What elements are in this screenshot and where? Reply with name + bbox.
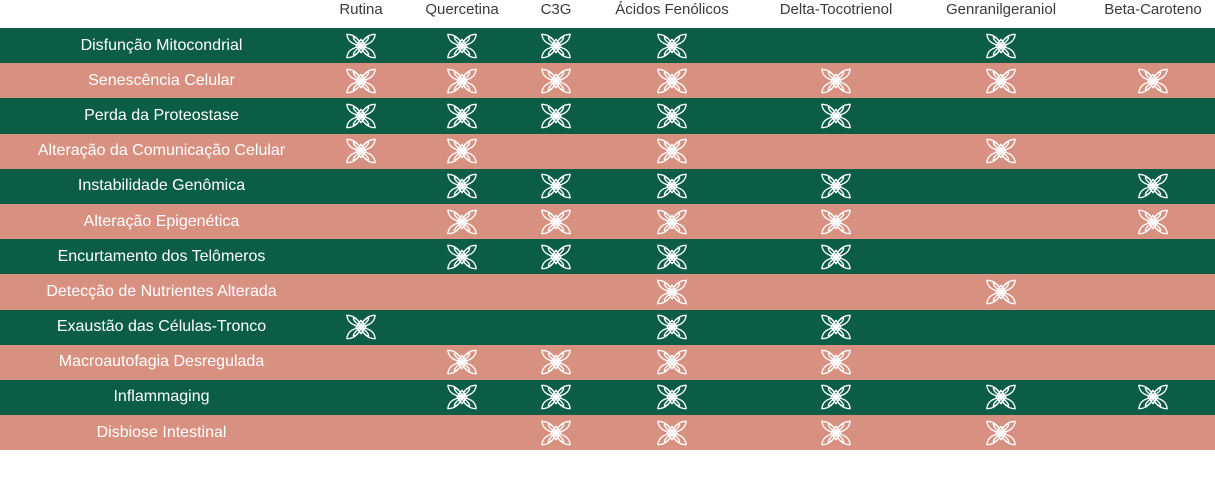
table-row: Inflammaging [0, 379, 1215, 416]
column-header-row: Rutina Quercetina C3G Ácidos Fenólicos Delta… [0, 0, 1215, 28]
flower-icon [341, 310, 381, 345]
flower-icon [1133, 204, 1173, 239]
row-label: Alteração Epigenética [83, 212, 240, 230]
flower-icon [652, 204, 692, 239]
flower-icon [442, 380, 482, 415]
flower-icon [536, 204, 576, 239]
flower-icon [981, 415, 1021, 450]
row-label: Instabilidade Genômica [77, 177, 246, 195]
rows-container: Disfunção Mitocondrial Senescência Celula… [0, 28, 1215, 451]
row-label: Macroautofagia Desregulada [58, 353, 265, 371]
table-row: Perda da Proteostase [0, 98, 1215, 134]
flower-icon [652, 63, 692, 98]
table-row: Encurtamento dos Telômeros [0, 239, 1215, 275]
table-row: Exaustão das Células-Tronco [0, 309, 1215, 345]
flower-icon [652, 345, 692, 380]
flower-icon [442, 345, 482, 380]
flower-icon [816, 169, 856, 204]
row-label: Encurtamento dos Telômeros [57, 247, 266, 265]
flower-icon [981, 63, 1021, 98]
row-label: Alteração da Comunicação Celular [37, 142, 286, 160]
row-label: Disbiose Intestinal [96, 423, 227, 441]
table-row: Alteração Epigenética [0, 203, 1215, 240]
row-label: Perda da Proteostase [84, 106, 239, 124]
column-header: C3G [540, 1, 572, 18]
flower-icon [536, 345, 576, 380]
flower-icon [536, 239, 576, 274]
row-label: Senescência Celular [88, 71, 235, 89]
flower-icon [981, 274, 1021, 309]
table-row: Detecção de Nutrientes Alterada [0, 274, 1215, 310]
flower-icon [816, 63, 856, 98]
flower-icon [816, 380, 856, 415]
flower-icon [536, 169, 576, 204]
flower-icon [981, 380, 1021, 415]
flower-icon [442, 63, 482, 98]
column-header: Genranilgeraniol [945, 1, 1057, 18]
column-header: Rutina [339, 1, 383, 18]
table-row: Macroautofagia Desregulada [0, 344, 1215, 380]
flower-icon [442, 28, 482, 63]
flower-icon [652, 415, 692, 450]
flower-icon [536, 28, 576, 63]
flower-icon [816, 239, 856, 274]
flower-icon [652, 274, 692, 309]
flower-icon [442, 204, 482, 239]
row-label: Detecção de Nutrientes Alterada [46, 282, 277, 300]
column-header: Ácidos Fenólicos [615, 1, 729, 18]
table-row: Senescência Celular [0, 63, 1215, 99]
flower-icon [816, 345, 856, 380]
row-label: Exaustão das Células-Tronco [56, 318, 267, 336]
flower-icon [816, 310, 856, 345]
flower-icon [652, 380, 692, 415]
flower-icon [536, 380, 576, 415]
flower-icon [341, 98, 381, 133]
table-row: Alteração da Comunicação Celular [0, 133, 1215, 169]
flower-icon [341, 63, 381, 98]
column-header: Delta-Tocotrienol [779, 1, 893, 18]
flower-icon [652, 169, 692, 204]
flower-icon [981, 28, 1021, 63]
flower-icon [341, 134, 381, 169]
flower-icon [652, 239, 692, 274]
flower-icon [652, 98, 692, 133]
flower-icon [816, 415, 856, 450]
column-header: Beta-Caroteno [1104, 1, 1202, 18]
row-label: Disfunção Mitocondrial [80, 36, 243, 54]
table-row: Disfunção Mitocondrial [0, 28, 1215, 64]
flower-icon [652, 310, 692, 345]
table-row: Disbiose Intestinal [0, 415, 1215, 451]
column-header: Quercetina [425, 1, 499, 18]
flower-icon [442, 239, 482, 274]
flower-icon [1133, 63, 1173, 98]
flower-icon [536, 63, 576, 98]
flower-icon [442, 134, 482, 169]
flower-icon [536, 415, 576, 450]
flower-icon [1133, 380, 1173, 415]
flower-icon [341, 28, 381, 63]
flower-icon [652, 28, 692, 63]
flower-icon [816, 98, 856, 133]
row-label: Inflammaging [113, 388, 210, 406]
flower-icon [981, 134, 1021, 169]
flower-icon [536, 98, 576, 133]
flower-icon [1133, 169, 1173, 204]
flower-icon [442, 98, 482, 133]
flower-icon [652, 134, 692, 169]
flower-icon [816, 204, 856, 239]
table-row: Instabilidade Genômica [0, 168, 1215, 204]
flower-icon [442, 169, 482, 204]
